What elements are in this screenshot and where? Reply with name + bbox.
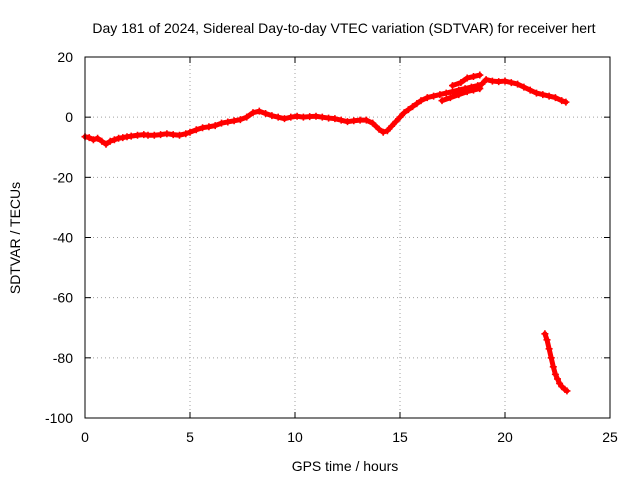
x-tick-label: 10 [287,429,303,445]
y-axis-label: SDTVAR / TECUs [7,182,23,294]
y-tick-label: -40 [53,230,73,246]
y-tick-label: -80 [53,350,73,366]
chart-title: Day 181 of 2024, Sidereal Day-to-day VTE… [92,20,595,36]
series-points [81,71,571,395]
x-tick-label: 20 [497,429,513,445]
y-tick-label: -20 [53,169,73,185]
x-axis-label: GPS time / hours [292,458,399,474]
x-tick-label: 15 [392,429,408,445]
grid-lines [85,57,610,418]
x-tick-label: 0 [81,429,89,445]
x-tick-label: 5 [186,429,194,445]
y-tick-label: -60 [53,290,73,306]
series-band [82,72,570,394]
plot-border [84,56,611,419]
axis-ticks: 0 5 10 15 20 25 -100 -80 -60 -40 -20 0 20 [45,49,618,445]
y-tick-label: 20 [57,49,73,65]
y-tick-label: 0 [65,109,73,125]
y-tick-label: -100 [45,410,73,426]
x-tick-label: 25 [602,429,618,445]
